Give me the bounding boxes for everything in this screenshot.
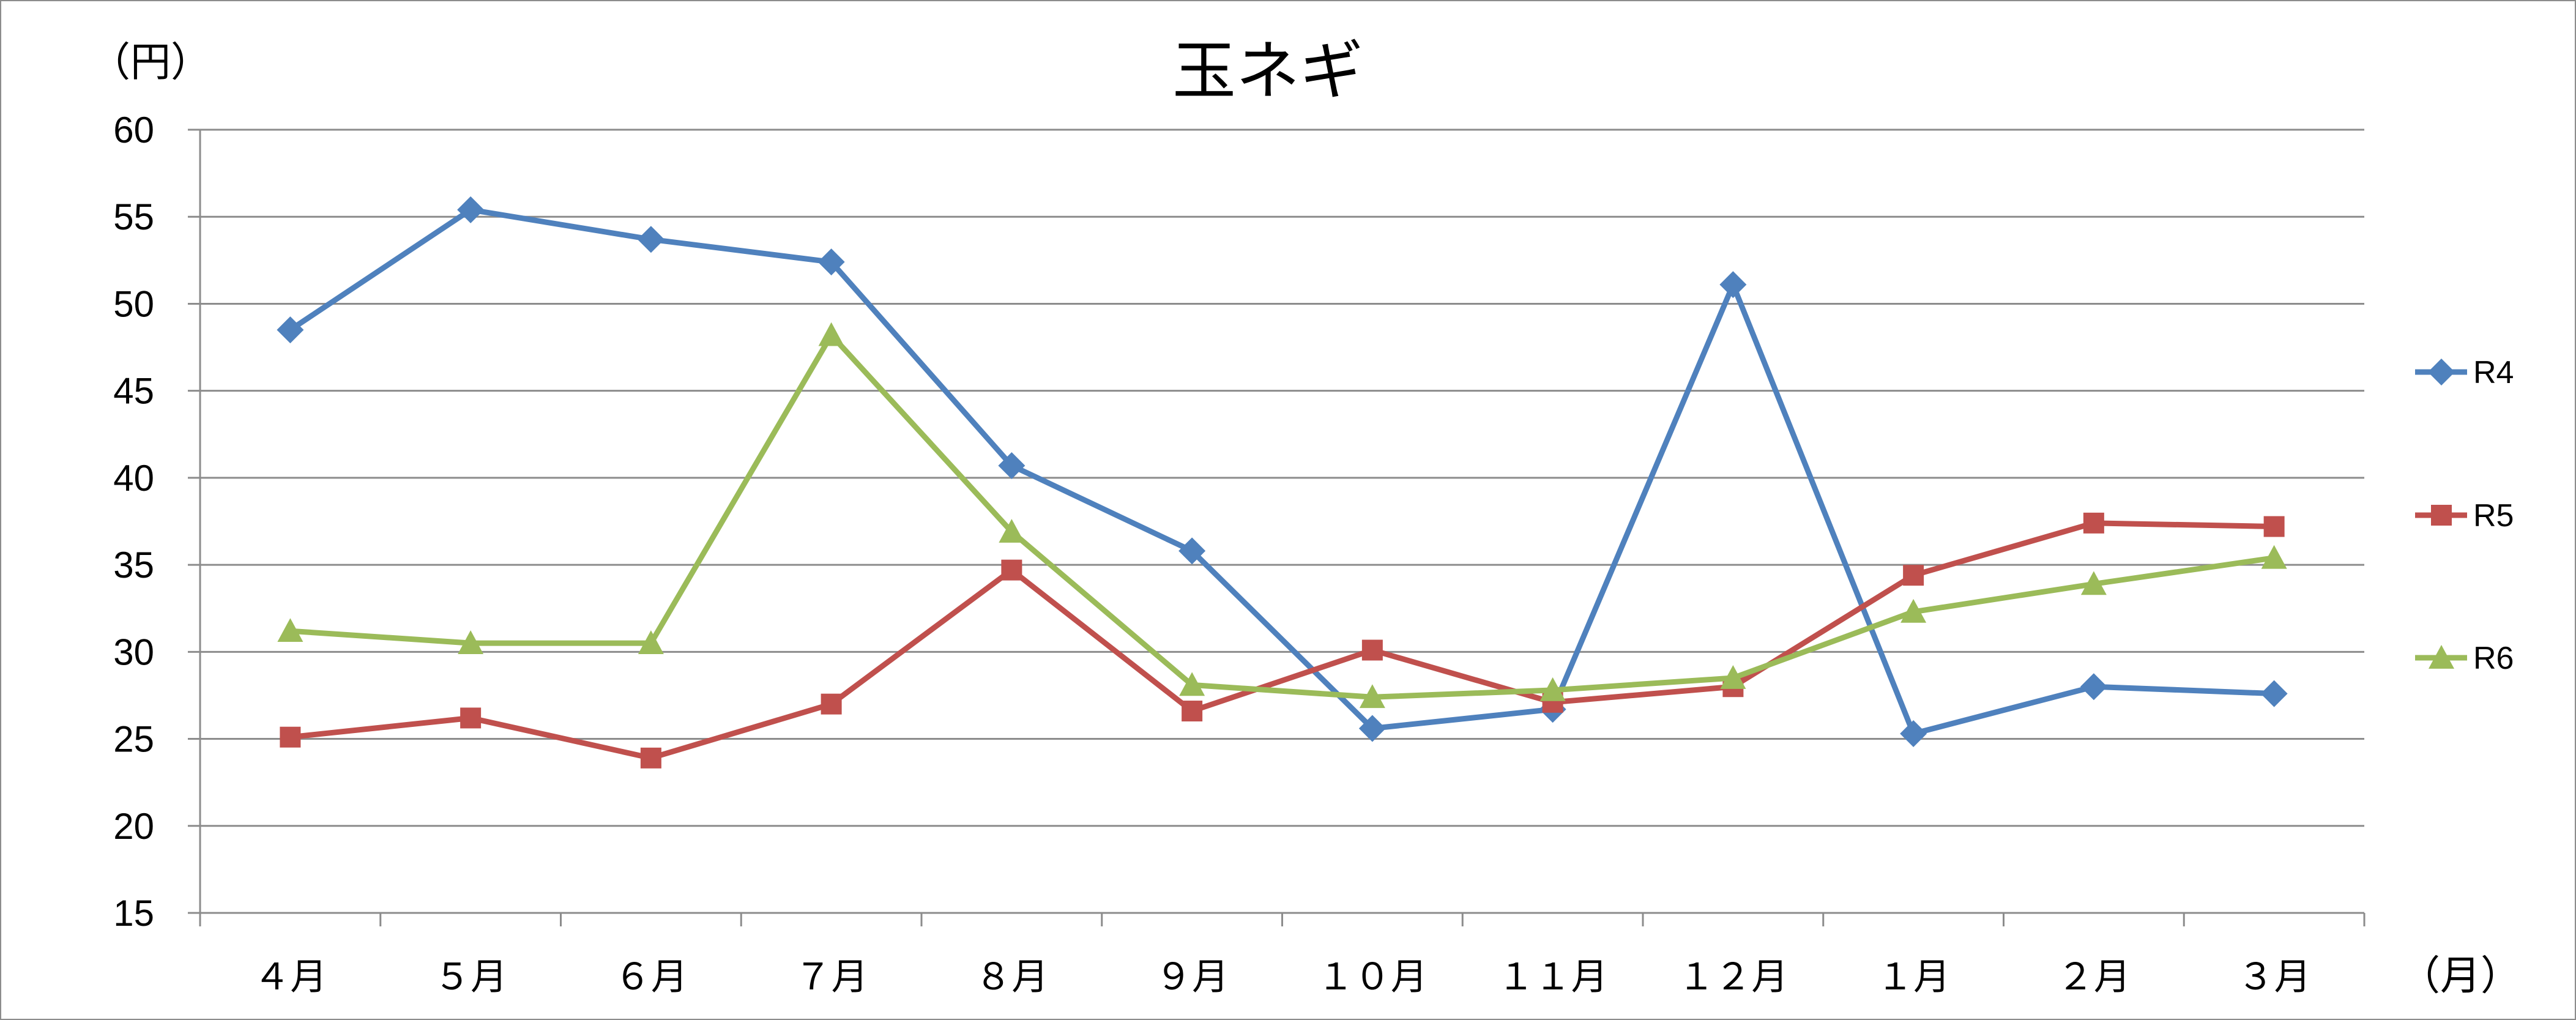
data-point-R6 <box>1179 672 1205 696</box>
data-point-R5 <box>1182 701 1203 722</box>
series-line-R4 <box>288 207 2274 737</box>
x-tick-label: １月 <box>1877 956 1950 997</box>
data-point-R6 <box>1900 598 1927 623</box>
data-point-R4 <box>277 316 304 344</box>
data-point-R6 <box>1539 677 1566 701</box>
data-point-R5 <box>2263 516 2285 537</box>
legend-marker <box>2431 505 2452 526</box>
data-point-R6 <box>818 322 844 346</box>
y-axis-unit: （円） <box>90 39 211 86</box>
series-R5 <box>280 512 2285 769</box>
data-point-R4 <box>1900 720 1927 748</box>
data-point-R5 <box>460 707 482 729</box>
x-tick-label: ９月 <box>1155 956 1229 997</box>
series-line-R5 <box>289 520 2274 761</box>
data-point-R5 <box>2083 512 2104 534</box>
data-point-R5 <box>640 747 661 769</box>
data-point-R4 <box>2260 680 2288 707</box>
x-tick-label: ８月 <box>975 956 1048 997</box>
data-point-R4 <box>1178 537 1206 565</box>
legend-label: R4 <box>2473 355 2514 390</box>
data-point-R4 <box>998 452 1026 479</box>
legend-label: R5 <box>2473 498 2514 534</box>
data-point-R6 <box>2080 571 2107 595</box>
legend-marker <box>2428 359 2455 385</box>
x-tick-label: ７月 <box>795 956 868 997</box>
x-tick-label: １２月 <box>1678 956 1788 997</box>
data-point-R5 <box>1361 639 1383 661</box>
data-point-R4 <box>457 196 485 223</box>
data-point-R5 <box>821 693 842 715</box>
data-point-R5 <box>1903 565 1924 586</box>
y-tick-label: 35 <box>113 545 154 586</box>
data-point-R5 <box>280 726 301 748</box>
legend-label: R6 <box>2473 641 2514 676</box>
x-tick-label: ２月 <box>2057 956 2131 997</box>
series-R4 <box>277 196 2288 748</box>
legend-item-R4: R4 <box>2415 355 2514 390</box>
y-tick-label: 55 <box>113 196 154 237</box>
y-tick-label: 20 <box>113 806 154 847</box>
x-tick-label: ５月 <box>434 956 507 997</box>
x-tick-label: ６月 <box>614 956 688 997</box>
x-axis-unit: （月） <box>2400 952 2521 999</box>
y-tick-label: 15 <box>113 893 154 934</box>
series-R6 <box>277 322 2287 709</box>
data-point-R6 <box>2261 545 2287 569</box>
y-tick-label: 60 <box>113 110 154 151</box>
data-point-R6 <box>999 519 1025 543</box>
legend-item-R5: R5 <box>2415 498 2514 534</box>
x-tick-label: １０月 <box>1317 956 1428 997</box>
legend-item-R6: R6 <box>2415 641 2514 676</box>
data-point-R4 <box>637 226 664 253</box>
data-point-R4 <box>2080 673 2107 701</box>
data-point-R4 <box>1719 271 1747 299</box>
data-point-R6 <box>638 630 664 654</box>
x-tick-label: ３月 <box>2238 956 2311 997</box>
y-tick-label: 50 <box>113 283 154 324</box>
data-point-R4 <box>817 248 845 276</box>
data-point-R6 <box>1359 684 1385 709</box>
y-tick-label: 40 <box>113 458 154 499</box>
y-tick-label: 45 <box>113 371 154 412</box>
data-point-R6 <box>1720 665 1746 689</box>
data-point-R6 <box>277 618 303 642</box>
data-point-R6 <box>458 630 484 654</box>
series-line-R6 <box>290 332 2275 700</box>
x-tick-label: １１月 <box>1498 956 1608 997</box>
y-tick-label: 30 <box>113 631 154 672</box>
legend-marker <box>2429 645 2454 669</box>
data-point-R4 <box>1358 715 1386 742</box>
data-point-R5 <box>1001 559 1022 581</box>
chart-title: 玉ネギ <box>1172 34 1363 108</box>
y-tick-label: 25 <box>113 719 154 760</box>
x-tick-label: ４月 <box>253 956 327 997</box>
